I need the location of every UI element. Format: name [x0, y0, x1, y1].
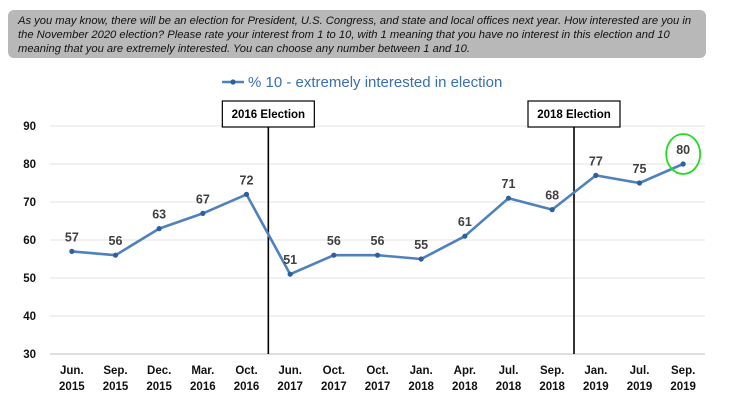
y-tick-label: 40	[23, 311, 36, 323]
x-tick-month: Oct.	[366, 365, 388, 377]
y-tick-label: 60	[23, 235, 36, 247]
election-label-box	[221, 100, 315, 128]
election-label-box	[527, 100, 621, 128]
election-label: 2016 Election	[232, 109, 306, 121]
data-point	[636, 180, 643, 186]
data-label: 55	[414, 238, 428, 252]
y-tick-label: 70	[23, 197, 36, 209]
gridlines	[50, 125, 705, 355]
data-label: 57	[65, 230, 79, 244]
data-label: 67	[196, 192, 210, 206]
x-tick-year: 2017	[365, 381, 391, 393]
x-tick-year: 2018	[496, 381, 522, 393]
election-markers: 2016 Election 2018 Election	[221, 100, 621, 354]
data-point	[112, 252, 119, 258]
data-point	[243, 191, 250, 197]
x-axis-ticks: Jun. 2015 Sep. 2015 Dec. 2015 Mar. 2016 Oct. 2016…	[59, 365, 696, 393]
data-label: 51	[283, 253, 297, 267]
data-point	[69, 248, 75, 254]
data-label: 68	[545, 189, 559, 203]
x-tick-year: 2017	[321, 381, 347, 393]
legend-label: % 10 - extremely interested in election	[248, 74, 502, 91]
x-tick-year: 2016	[234, 381, 260, 393]
x-tick-month: Sep.	[103, 365, 127, 377]
x-tick-year: 2016	[190, 381, 216, 393]
data-point	[374, 252, 381, 258]
data-point	[462, 233, 468, 239]
y-tick-label: 30	[23, 349, 36, 361]
survey-question-box: As you may know, there will be an electi…	[8, 10, 706, 58]
data-label: 63	[152, 208, 166, 222]
highlight-layer	[665, 133, 702, 175]
x-tick-month: Dec.	[147, 365, 171, 377]
data-point	[200, 210, 206, 216]
data-label: 56	[327, 234, 341, 248]
y-axis-ticks: 30 40 50 60 70 80 90	[23, 121, 36, 361]
x-tick-month: Oct.	[323, 365, 345, 377]
x-tick-year: 2019	[583, 381, 609, 393]
x-tick-year: 2015	[146, 381, 172, 393]
x-tick-month: Jun.	[278, 365, 302, 377]
data-point	[549, 207, 555, 213]
data-label: 71	[502, 177, 516, 191]
x-tick-month: Jul.	[630, 365, 650, 377]
data-points	[69, 161, 686, 277]
x-tick-year: 2015	[59, 381, 85, 393]
data-label: 80	[676, 143, 690, 157]
x-tick-month: Mar.	[191, 365, 214, 377]
y-tick-label: 50	[23, 273, 36, 285]
data-label: 75	[633, 162, 647, 176]
election-label: 2018 Election	[537, 109, 611, 121]
x-tick-year: 2017	[277, 381, 303, 393]
x-tick-year: 2018	[452, 381, 478, 393]
data-label: 72	[240, 173, 254, 187]
x-tick-month: Jul.	[499, 365, 519, 377]
data-labels: 57 56 63 67 72 51 56 56 55 61 71 68 77 75 80	[65, 143, 690, 267]
x-tick-year: 2019	[670, 381, 696, 393]
x-tick-month: Sep.	[671, 365, 695, 377]
x-tick-month: Jan.	[584, 365, 607, 377]
legend: % 10 - extremely interested in election	[222, 74, 502, 91]
x-tick-month: Oct.	[235, 365, 257, 377]
data-point	[593, 172, 599, 178]
data-point	[505, 195, 512, 201]
y-tick-label: 90	[23, 121, 36, 133]
data-point	[680, 161, 686, 167]
data-label: 77	[589, 154, 603, 168]
data-point	[156, 226, 162, 232]
survey-question-text: As you may know, there will be an electi…	[18, 15, 692, 55]
x-tick-year: 2019	[627, 381, 653, 393]
data-point	[418, 256, 424, 262]
data-label: 56	[109, 234, 123, 248]
x-tick-month: Jan.	[410, 365, 433, 377]
highlight-circle	[665, 133, 702, 175]
data-point	[287, 271, 293, 277]
data-label: 56	[371, 234, 385, 248]
x-tick-year: 2018	[408, 381, 434, 393]
x-tick-year: 2018	[539, 381, 565, 393]
x-tick-month: Apr.	[454, 365, 476, 377]
x-tick-month: Sep.	[540, 365, 564, 377]
data-label: 61	[458, 215, 472, 229]
x-tick-year: 2015	[103, 381, 129, 393]
y-tick-label: 80	[23, 159, 36, 171]
data-point	[331, 252, 337, 258]
x-tick-month: Jun.	[60, 365, 84, 377]
legend-swatch-marker	[230, 79, 236, 85]
